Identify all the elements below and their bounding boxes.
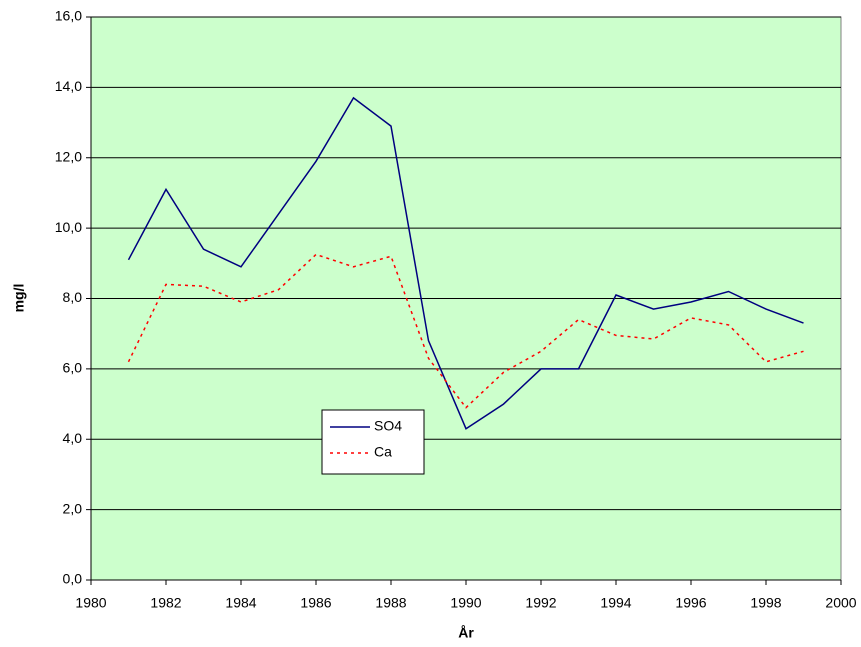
y-tick-label: 6,0 (63, 360, 83, 376)
x-tick-label: 1984 (225, 595, 256, 611)
x-tick-label: 1988 (375, 595, 406, 611)
y-tick-label: 14,0 (55, 78, 82, 94)
y-axis-label: mg/l (11, 284, 27, 313)
y-tick-label: 10,0 (55, 219, 82, 235)
series-line (127, 96, 804, 430)
legend (321, 409, 425, 475)
y-tick-label: 8,0 (63, 289, 83, 305)
x-tick-label: 1980 (75, 595, 106, 611)
x-tick-label: 1986 (300, 595, 331, 611)
y-tick-label: 2,0 (63, 500, 83, 516)
x-axis-label: År (458, 625, 474, 641)
x-tick-label: 1990 (450, 595, 481, 611)
x-tick-label: 1998 (750, 595, 781, 611)
series-line (127, 253, 804, 409)
x-tick-label: 2000 (825, 595, 856, 611)
y-tick-label: 12,0 (55, 148, 82, 164)
x-tick-label: 1992 (525, 595, 556, 611)
legend-label: Ca (374, 444, 392, 460)
y-tick-label: 0,0 (63, 571, 83, 587)
y-tick-label: 4,0 (63, 430, 83, 446)
x-tick-label: 1982 (150, 595, 181, 611)
legend-label: SO4 (374, 418, 402, 434)
y-tick-label: 16,0 (55, 8, 82, 24)
x-tick-label: 1996 (675, 595, 706, 611)
x-tick-label: 1994 (600, 595, 631, 611)
